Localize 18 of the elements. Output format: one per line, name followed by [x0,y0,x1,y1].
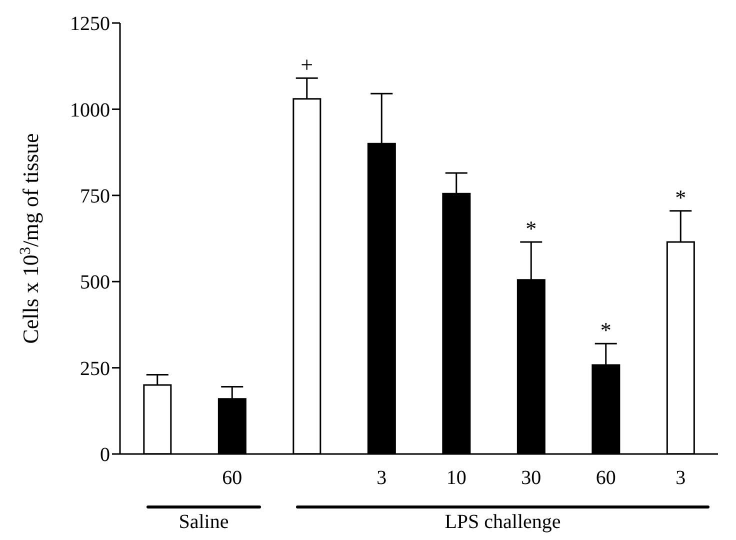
x-tick-label: 30 [521,467,542,490]
annotation: * [600,318,612,343]
y-tick-label: 250 [80,358,110,380]
y-tick-label: 1250 [70,13,110,36]
y-tick-label: 1000 [70,99,110,122]
x-tick-label: 3 [676,467,686,490]
x-tick-label: 10 [446,467,466,490]
annotation: + [300,52,314,78]
text: Saline [178,511,229,533]
x-tick-label: 60 [596,467,616,490]
x-tick-label: 3 [376,467,387,490]
annotation: * [526,216,537,241]
x-tick-label: 60 [222,467,242,490]
y-tick-label: 500 [80,272,110,294]
text: LPS challenge [444,511,561,533]
y-tick-label: 750 [80,186,110,208]
annotation: * [675,184,686,210]
y-tick-label: 0 [100,444,110,466]
